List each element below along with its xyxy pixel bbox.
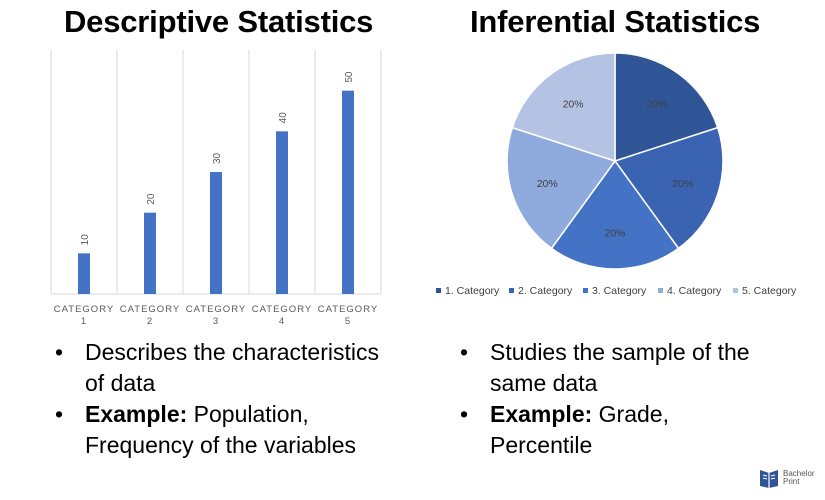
- tick-label: CATEGORY: [318, 304, 378, 315]
- pie-slice-2: [613, 126, 724, 250]
- data-label: 10: [80, 234, 91, 246]
- data-label: 50: [344, 71, 355, 83]
- tick-label: 2: [147, 316, 153, 327]
- book-icon: [760, 470, 778, 488]
- pie-slice-4: [506, 126, 617, 250]
- tick-label: CATEGORY: [186, 304, 246, 315]
- pie-slice-3: [550, 159, 680, 270]
- tick-label: 3: [213, 316, 219, 327]
- logo-line-2: Print: [783, 477, 800, 486]
- inferential-bullet-list: Studies the sample of the same data Exam…: [460, 337, 760, 461]
- pie-slice-1: [614, 52, 719, 163]
- bar-3: [210, 172, 222, 294]
- legend-label: 1. Category: [445, 285, 500, 297]
- descriptive-bullet-list: Describes the characteristics of data Ex…: [55, 337, 395, 461]
- legend-marker: [658, 288, 663, 293]
- pie-data-label: 20%: [537, 178, 558, 190]
- bullet-item: Example: Grade, Percentile: [460, 399, 760, 461]
- data-label: 40: [278, 112, 289, 124]
- pie-data-label: 20%: [563, 98, 584, 110]
- legend-marker: [583, 288, 588, 293]
- tick-label: CATEGORY: [120, 304, 180, 315]
- inferential-statistics-title: Inferential Statistics: [470, 4, 761, 39]
- tick-label: 4: [279, 316, 285, 327]
- bullet-item: Studies the sample of the same data: [460, 337, 760, 399]
- legend-marker: [509, 288, 514, 293]
- bar-5: [342, 90, 354, 295]
- bullet-item: Example: Population, Frequency of the va…: [55, 399, 395, 461]
- legend-marker: [436, 288, 441, 293]
- tick-label: CATEGORY: [54, 304, 114, 315]
- data-label: 20: [146, 193, 157, 205]
- legend-label: 4. Category: [667, 285, 722, 297]
- pie-data-label: 20%: [604, 227, 625, 239]
- bullet-item: Describes the characteristics of data: [55, 337, 395, 399]
- pie-data-label: 20%: [672, 178, 693, 190]
- bar-2: [144, 212, 156, 294]
- legend-label: 3. Category: [592, 285, 647, 297]
- pie-data-label: 20%: [646, 98, 667, 110]
- legend-marker: [733, 288, 738, 293]
- legend-label: 2. Category: [518, 285, 573, 297]
- data-label: 30: [212, 152, 223, 164]
- tick-label: 5: [345, 316, 351, 327]
- legend-label: 5. Category: [742, 285, 797, 297]
- pie-slice-5: [511, 52, 616, 163]
- tick-label: CATEGORY: [252, 304, 312, 315]
- bar-4: [276, 131, 288, 294]
- bachelorprint-logo: Bachelor Print: [758, 467, 815, 489]
- bar-1: [78, 253, 90, 294]
- descriptive-statistics-title: Descriptive Statistics: [64, 4, 374, 39]
- tick-label: 1: [81, 316, 87, 327]
- logo-line-1: Bachelor: [783, 469, 815, 478]
